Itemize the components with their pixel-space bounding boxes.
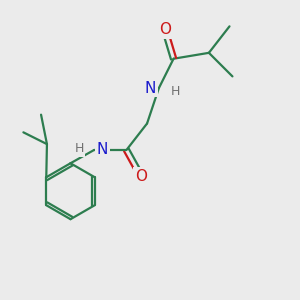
Text: O: O (135, 169, 147, 184)
Text: O: O (159, 22, 171, 37)
Text: H: H (74, 142, 84, 155)
Text: N: N (97, 142, 108, 158)
Text: N: N (145, 81, 156, 96)
Text: H: H (171, 85, 180, 98)
